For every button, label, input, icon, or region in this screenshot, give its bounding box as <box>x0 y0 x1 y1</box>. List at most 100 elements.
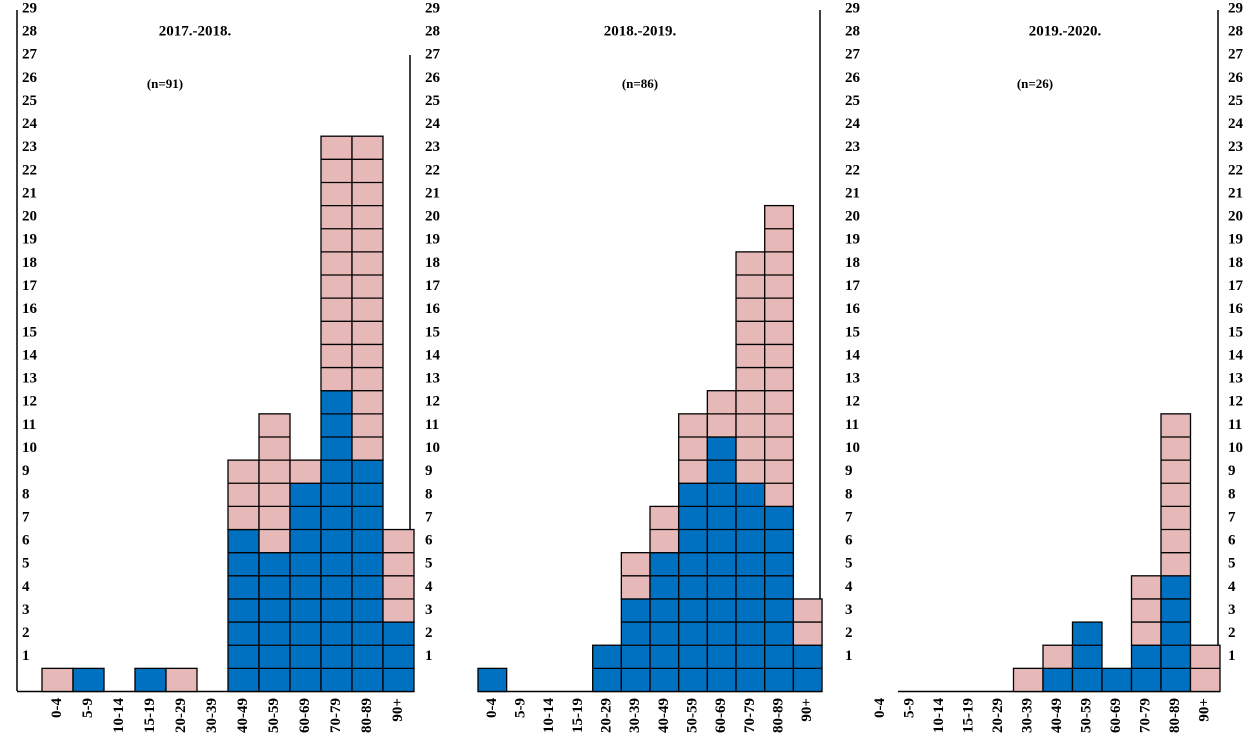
bar-segment <box>735 482 766 693</box>
x-tick-label: 50-59 <box>684 698 700 733</box>
x-tick-label: 50-59 <box>1079 698 1095 733</box>
x-tick-label: 80-89 <box>770 698 786 733</box>
x-tick-label: 20-29 <box>173 698 189 733</box>
y-tick-label: 22 <box>845 162 860 178</box>
x-tick-label: 20-29 <box>598 698 614 733</box>
x-tick-label: 90+ <box>799 698 815 722</box>
y-tick-label: 19 <box>22 232 37 248</box>
x-tick-label: 60-69 <box>297 698 313 733</box>
x-tick-label: 15-19 <box>961 698 977 733</box>
y-tick-label: 9 <box>22 463 30 479</box>
y-tick-label: 28 <box>845 24 860 40</box>
y-tick-label: 18 <box>845 255 860 271</box>
y-tick-label: 27 <box>22 47 38 63</box>
x-tick-label: 40-49 <box>656 698 672 733</box>
y-tick-label: 7 <box>845 509 853 525</box>
y2-tick-label: 25 <box>1228 93 1243 109</box>
y-tick-label: 2 <box>845 625 853 641</box>
y-tick-label: 9 <box>425 463 433 479</box>
y-tick-label: 16 <box>845 301 861 317</box>
bar-segment <box>1160 575 1192 693</box>
bar-segment <box>1042 667 1074 693</box>
y2-tick-label: 24 <box>1228 116 1244 132</box>
x-tick-label: 40-49 <box>235 698 251 733</box>
y-tick-label: 17 <box>845 278 861 294</box>
chart-subtitle: (n=91) <box>147 76 183 91</box>
x-tick-label: 60-69 <box>1108 698 1124 733</box>
y-tick-label: 6 <box>425 533 433 549</box>
y-tick-label: 18 <box>22 255 37 271</box>
y-tick-label: 8 <box>845 486 853 502</box>
x-tick-label: 90+ <box>390 698 406 722</box>
y-tick-label: 16 <box>22 301 38 317</box>
y-tick-label: 3 <box>845 602 853 618</box>
bar-segment <box>289 482 322 693</box>
y-tick-label: 26 <box>22 70 38 86</box>
y2-tick-label: 11 <box>1228 417 1242 433</box>
y2-tick-label: 12 <box>1228 394 1243 410</box>
x-tick-label: 40-49 <box>1049 698 1065 733</box>
y-tick-label: 25 <box>845 93 860 109</box>
x-tick-label: 0-4 <box>49 698 65 718</box>
y2-tick-label: 16 <box>1228 301 1244 317</box>
bar-segment <box>320 390 353 693</box>
x-tick-label: 0-4 <box>484 698 500 718</box>
y-tick-label: 27 <box>425 47 441 63</box>
bar-segment <box>1160 413 1192 577</box>
y-tick-label: 10 <box>22 440 37 456</box>
y-tick-label: 24 <box>845 116 861 132</box>
x-tick-label: 15-19 <box>570 698 586 733</box>
y-tick-label: 13 <box>22 371 37 387</box>
y-tick-label: 8 <box>425 486 433 502</box>
y-tick-label: 1 <box>845 648 853 664</box>
y2-tick-label: 23 <box>1228 139 1243 155</box>
y-tick-label: 3 <box>425 602 433 618</box>
chart-subtitle: (n=86) <box>622 76 658 91</box>
bar-segment <box>1071 621 1103 693</box>
y-tick-label: 14 <box>425 347 441 363</box>
y2-tick-label: 13 <box>1228 371 1243 387</box>
y-tick-label: 1 <box>425 648 433 664</box>
y-tick-label: 12 <box>845 394 860 410</box>
y2-tick-label: 7 <box>1228 509 1236 525</box>
y-tick-label: 15 <box>845 324 860 340</box>
y-tick-label: 24 <box>22 116 38 132</box>
y-tick-label: 23 <box>425 139 440 155</box>
y-tick-label: 17 <box>22 278 38 294</box>
bar-segment <box>1042 644 1074 670</box>
y-tick-label: 26 <box>845 70 861 86</box>
y2-tick-label: 4 <box>1228 579 1236 595</box>
x-tick-label: 80-89 <box>1167 698 1183 733</box>
y-tick-label: 19 <box>425 232 440 248</box>
y-tick-label: 15 <box>22 324 37 340</box>
y-tick-label: 7 <box>425 509 433 525</box>
y2-tick-label: 29 <box>1228 0 1243 16</box>
y-tick-label: 20 <box>845 209 860 225</box>
y2-tick-label: 9 <box>1228 463 1236 479</box>
y-tick-label: 23 <box>22 139 37 155</box>
x-tick-label: 5-9 <box>80 698 96 718</box>
bar-segment <box>382 621 415 693</box>
y-tick-label: 3 <box>22 602 30 618</box>
y-tick-label: 11 <box>425 417 439 433</box>
y-tick-label: 20 <box>425 209 440 225</box>
x-tick-label: 20-29 <box>990 698 1006 733</box>
y2-tick-label: 17 <box>1228 278 1244 294</box>
y-tick-label: 9 <box>845 463 853 479</box>
y2-tick-label: 5 <box>1228 556 1236 572</box>
bar-segment <box>678 482 709 693</box>
y-tick-label: 2 <box>22 625 30 641</box>
y-tick-label: 4 <box>845 579 853 595</box>
x-tick-label: 5-9 <box>902 698 918 718</box>
y-tick-label: 10 <box>845 440 860 456</box>
y-tick-label: 6 <box>845 533 853 549</box>
y-tick-label: 27 <box>845 47 861 63</box>
y2-tick-label: 26 <box>1228 70 1244 86</box>
y-tick-label: 25 <box>22 93 37 109</box>
bar-segment <box>477 667 508 693</box>
x-tick-label: 90+ <box>1197 698 1213 722</box>
y-tick-label: 14 <box>22 347 38 363</box>
y-tick-label: 15 <box>425 324 440 340</box>
y-tick-label: 17 <box>425 278 441 294</box>
